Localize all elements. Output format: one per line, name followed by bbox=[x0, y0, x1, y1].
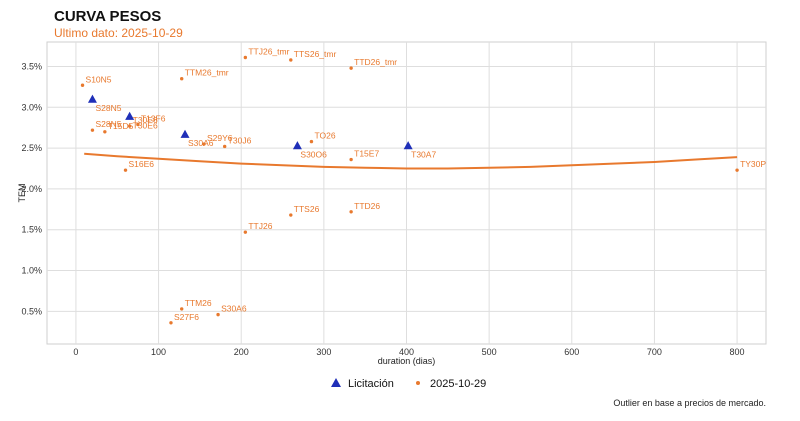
licitacion-point-label: S28N5 bbox=[95, 103, 121, 113]
legend-market-icon bbox=[416, 381, 420, 385]
market-point-label: TTD26 bbox=[354, 201, 380, 211]
chart-subtitle: Ultimo dato: 2025-10-29 bbox=[54, 26, 183, 40]
x-tick-label: 500 bbox=[482, 347, 497, 357]
market-point bbox=[349, 210, 353, 214]
market-point bbox=[180, 77, 184, 81]
market-point bbox=[180, 307, 184, 311]
market-point bbox=[735, 168, 739, 172]
legend-licitacion-icon bbox=[331, 378, 341, 387]
x-tick-label: 300 bbox=[316, 347, 331, 357]
market-point-label: TY30P bbox=[740, 159, 766, 169]
y-tick-label: 0.5% bbox=[21, 306, 42, 316]
market-point-label: T13F6 bbox=[141, 113, 166, 123]
market-point-label: TTJ26 bbox=[248, 221, 272, 231]
market-point bbox=[127, 124, 132, 128]
market-point bbox=[202, 142, 206, 146]
x-tick-label: 0 bbox=[73, 347, 78, 357]
legend-market-label: 2025-10-29 bbox=[430, 378, 486, 390]
market-point-label: TTJ26_tmr bbox=[248, 47, 289, 57]
chart-title: CURVA PESOS bbox=[54, 8, 162, 25]
market-point bbox=[103, 130, 107, 134]
market-point-label: T15D5 bbox=[108, 121, 134, 131]
licitacion-point bbox=[125, 111, 135, 120]
footnote: Outlier en base a precios de mercado. bbox=[613, 398, 766, 408]
licitacion-point-label: T30A7 bbox=[411, 150, 436, 160]
licitacion-point bbox=[180, 129, 190, 138]
licitacion-point bbox=[292, 141, 302, 150]
y-tick-label: 3.0% bbox=[21, 102, 42, 112]
y-axis-label: TEM bbox=[17, 184, 27, 203]
market-point-label: S27F6 bbox=[174, 312, 199, 322]
x-tick-label: 700 bbox=[647, 347, 662, 357]
market-point bbox=[169, 321, 173, 325]
market-point bbox=[349, 66, 353, 70]
market-point-label: S10N5 bbox=[86, 74, 112, 84]
market-point bbox=[289, 58, 293, 62]
market-point bbox=[289, 213, 293, 217]
market-point bbox=[80, 83, 85, 87]
market-point-label: S30A6 bbox=[221, 304, 247, 314]
x-tick-label: 600 bbox=[564, 347, 579, 357]
x-tick-label: 400 bbox=[399, 347, 414, 357]
market-point bbox=[136, 122, 140, 127]
market-point-label: TO26 bbox=[314, 131, 335, 141]
market-point bbox=[123, 168, 128, 172]
market-point-label: S28N5 bbox=[95, 119, 121, 129]
market-point-label: TTD26_tmr bbox=[354, 57, 397, 67]
licitacion-point-label: S30O6 bbox=[300, 150, 327, 160]
market-point bbox=[90, 128, 95, 132]
licitacion-point bbox=[403, 141, 413, 150]
market-point bbox=[243, 55, 248, 60]
y-tick-label: 3.5% bbox=[21, 61, 42, 71]
market-point bbox=[349, 157, 353, 162]
y-tick-label: 1.5% bbox=[21, 225, 42, 235]
y-tick-label: 1.0% bbox=[21, 266, 42, 276]
market-point-label: S29Y6 bbox=[207, 133, 233, 143]
legend-licitacion-label: Licitación bbox=[348, 378, 394, 390]
y-tick-label: 2.5% bbox=[21, 143, 42, 153]
market-point bbox=[309, 139, 314, 144]
licitacion-point-label: S30A6 bbox=[188, 138, 214, 148]
licitacion-point-label: T30E6 bbox=[133, 120, 158, 130]
market-point-label: T15E7 bbox=[354, 149, 379, 159]
market-point-label: TTS26 bbox=[294, 204, 320, 214]
market-point bbox=[216, 312, 220, 317]
market-point-label: TTS26_tmr bbox=[294, 49, 337, 59]
market-point-label: T30J6 bbox=[228, 135, 252, 145]
market-point-label: TTM26 bbox=[185, 298, 212, 308]
market-point-label: T30E6 bbox=[133, 115, 158, 125]
market-point bbox=[243, 230, 248, 234]
fit-curve-line bbox=[84, 152, 738, 170]
market-point-label: TTM26_tmr bbox=[185, 68, 229, 78]
market-point bbox=[222, 144, 227, 149]
x-tick-label: 800 bbox=[730, 347, 745, 357]
y-tick-label: 2.0% bbox=[21, 184, 42, 194]
market-point-label: S16E6 bbox=[129, 159, 155, 169]
x-tick-label: 100 bbox=[151, 347, 166, 357]
licitacion-point bbox=[87, 94, 97, 103]
x-axis-label: duration (dias) bbox=[378, 356, 436, 366]
x-tick-label: 200 bbox=[234, 347, 249, 357]
